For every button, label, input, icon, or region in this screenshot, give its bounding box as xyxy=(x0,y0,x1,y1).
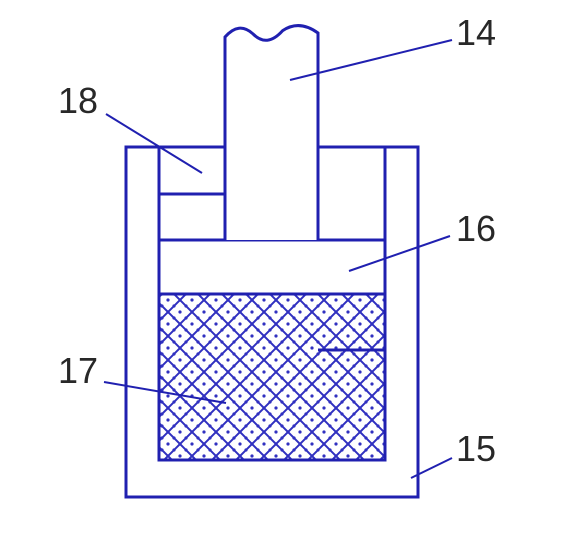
callout-label-16: 16 xyxy=(456,208,496,250)
hatched-region xyxy=(159,294,385,460)
guide-ring-right xyxy=(318,147,385,240)
callout-label-14: 14 xyxy=(456,12,496,54)
callout-label-18: 18 xyxy=(58,80,98,122)
callout-label-17: 17 xyxy=(58,350,98,392)
piston-head xyxy=(159,240,385,294)
shaft xyxy=(225,26,318,240)
callout-label-15: 15 xyxy=(456,428,496,470)
leader-line-18 xyxy=(106,114,202,173)
